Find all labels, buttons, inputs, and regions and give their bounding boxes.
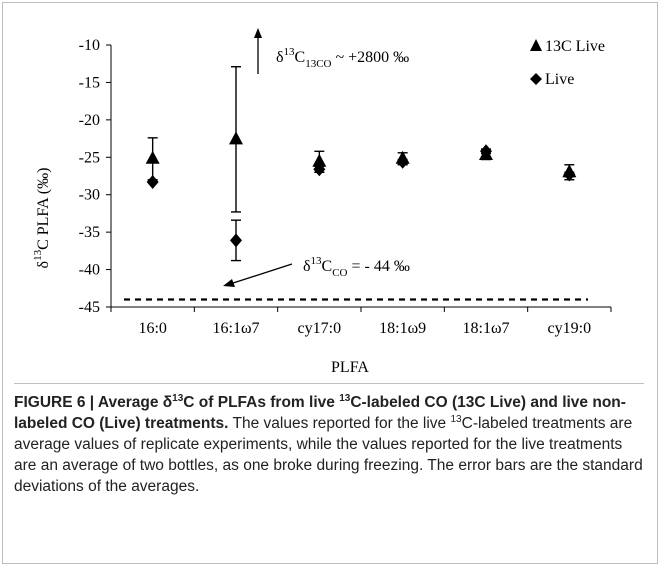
- annotation-co-arrowhead: [223, 279, 235, 287]
- triangle-point: [229, 131, 243, 145]
- y-tick-label: -40: [79, 262, 100, 279]
- caption-text: The values reported for the live 13C-lab…: [14, 413, 643, 495]
- x-axis-title: PLFA: [331, 359, 369, 376]
- caption-divider: [14, 383, 644, 384]
- y-tick-label: -15: [79, 74, 100, 91]
- chart-marks: [145, 66, 577, 262]
- y-tick-label: -45: [79, 299, 100, 316]
- annotation-co-label: δ13CCO = - 44 ‰: [303, 255, 410, 279]
- annotation-co13-label: δ13C13CO ~ +2800 ‰: [276, 46, 409, 70]
- diamond-point: [313, 162, 326, 177]
- annotation-co13: δ13C13CO ~ +2800 ‰: [254, 28, 409, 74]
- legend-label-13c-live: 13C Live: [545, 38, 605, 55]
- annotation-co: δ13CCO = - 44 ‰: [223, 255, 410, 287]
- x-tick-label: 18:1ω7: [463, 320, 510, 337]
- annotation-co-arrow: [229, 263, 293, 285]
- x-tick-label: cy19:0: [548, 320, 592, 337]
- y-tick-label: -30: [79, 187, 100, 204]
- legend-triangle-marker: [530, 39, 542, 51]
- triangle-point: [312, 153, 327, 167]
- caption-bold: FIGURE 6 | Average δ13C of PLFAs from li…: [14, 392, 626, 432]
- diamond-point: [230, 233, 242, 248]
- x-tick-label: cy17:0: [298, 320, 342, 337]
- figure-caption: FIGURE 6 | Average δ13C of PLFAs from li…: [14, 392, 648, 497]
- legend-label-live: Live: [545, 71, 574, 88]
- x-tick-label: 16:1ω7: [213, 320, 260, 337]
- y-axis-title: δ13C PLFA (‰): [32, 168, 52, 269]
- y-tick-label: -20: [79, 112, 100, 129]
- triangle-point: [145, 150, 160, 164]
- y-axis: -10 -15 -20 -25 -30 -35 -40 -45: [79, 37, 112, 316]
- y-tick-label: -35: [79, 224, 100, 241]
- legend-diamond-marker: [530, 73, 542, 85]
- annotation-co13-arrowhead: [254, 28, 262, 38]
- diamond-point: [146, 174, 159, 189]
- x-tick-label: 18:1ω9: [379, 320, 426, 337]
- diamond-point: [480, 144, 492, 159]
- y-tick-label: -10: [79, 37, 100, 54]
- diamond-point: [563, 167, 576, 182]
- x-axis: 16:0 16:1ω7 cy17:0 18:1ω9 18:1ω7 cy19:0: [110, 306, 612, 337]
- x-tick-label: 16:0: [138, 320, 166, 337]
- diamond-point: [396, 154, 409, 169]
- chart: -10 -15 -20 -25 -30 -35 -40 -45 16:0 16:1ω7 cy17:…: [32, 28, 612, 376]
- legend: 13C Live Live: [530, 38, 605, 88]
- y-tick-label: -25: [79, 149, 100, 166]
